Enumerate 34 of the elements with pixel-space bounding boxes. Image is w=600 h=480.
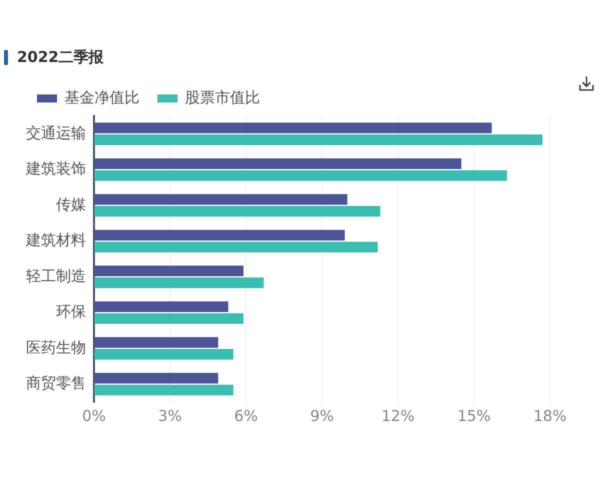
y-tick-label: 传媒 <box>56 195 86 214</box>
x-tick-label: 6% <box>234 406 258 425</box>
x-tick-label: 18% <box>533 406 567 425</box>
bar <box>94 194 348 205</box>
bar <box>94 122 492 134</box>
y-tick-label: 环保 <box>56 302 86 321</box>
y-tick-label: 商贸零售 <box>26 374 86 392</box>
y-tick-label: 交通运输 <box>26 124 86 142</box>
bar <box>94 337 218 348</box>
bar <box>94 230 345 241</box>
x-tick-label: 3% <box>158 406 182 425</box>
bar <box>94 266 244 276</box>
y-tick-label: 建筑材料 <box>25 231 86 250</box>
bar <box>94 170 507 181</box>
legend-label: 股票市值比 <box>185 88 260 106</box>
bar <box>94 242 378 252</box>
x-tick-label: 0% <box>82 406 106 425</box>
y-tick-label: 建筑装饰 <box>25 160 86 178</box>
bar <box>94 372 218 384</box>
legend-label: 基金净值比 <box>64 88 140 106</box>
bar <box>94 348 234 360</box>
bar <box>94 313 244 324</box>
bar <box>94 158 462 170</box>
bar <box>94 384 234 396</box>
bar <box>94 134 542 146</box>
x-tick-label: 15% <box>457 406 491 425</box>
chart-title: 2022二季报 <box>17 47 104 67</box>
bar <box>94 206 380 217</box>
y-tick-label: 医药生物 <box>26 338 86 356</box>
y-tick-label: 轻工制造 <box>26 266 86 285</box>
bar <box>94 301 228 312</box>
x-tick-label: 9% <box>310 406 334 425</box>
x-tick-label: 12% <box>381 406 415 425</box>
bar <box>94 277 264 288</box>
